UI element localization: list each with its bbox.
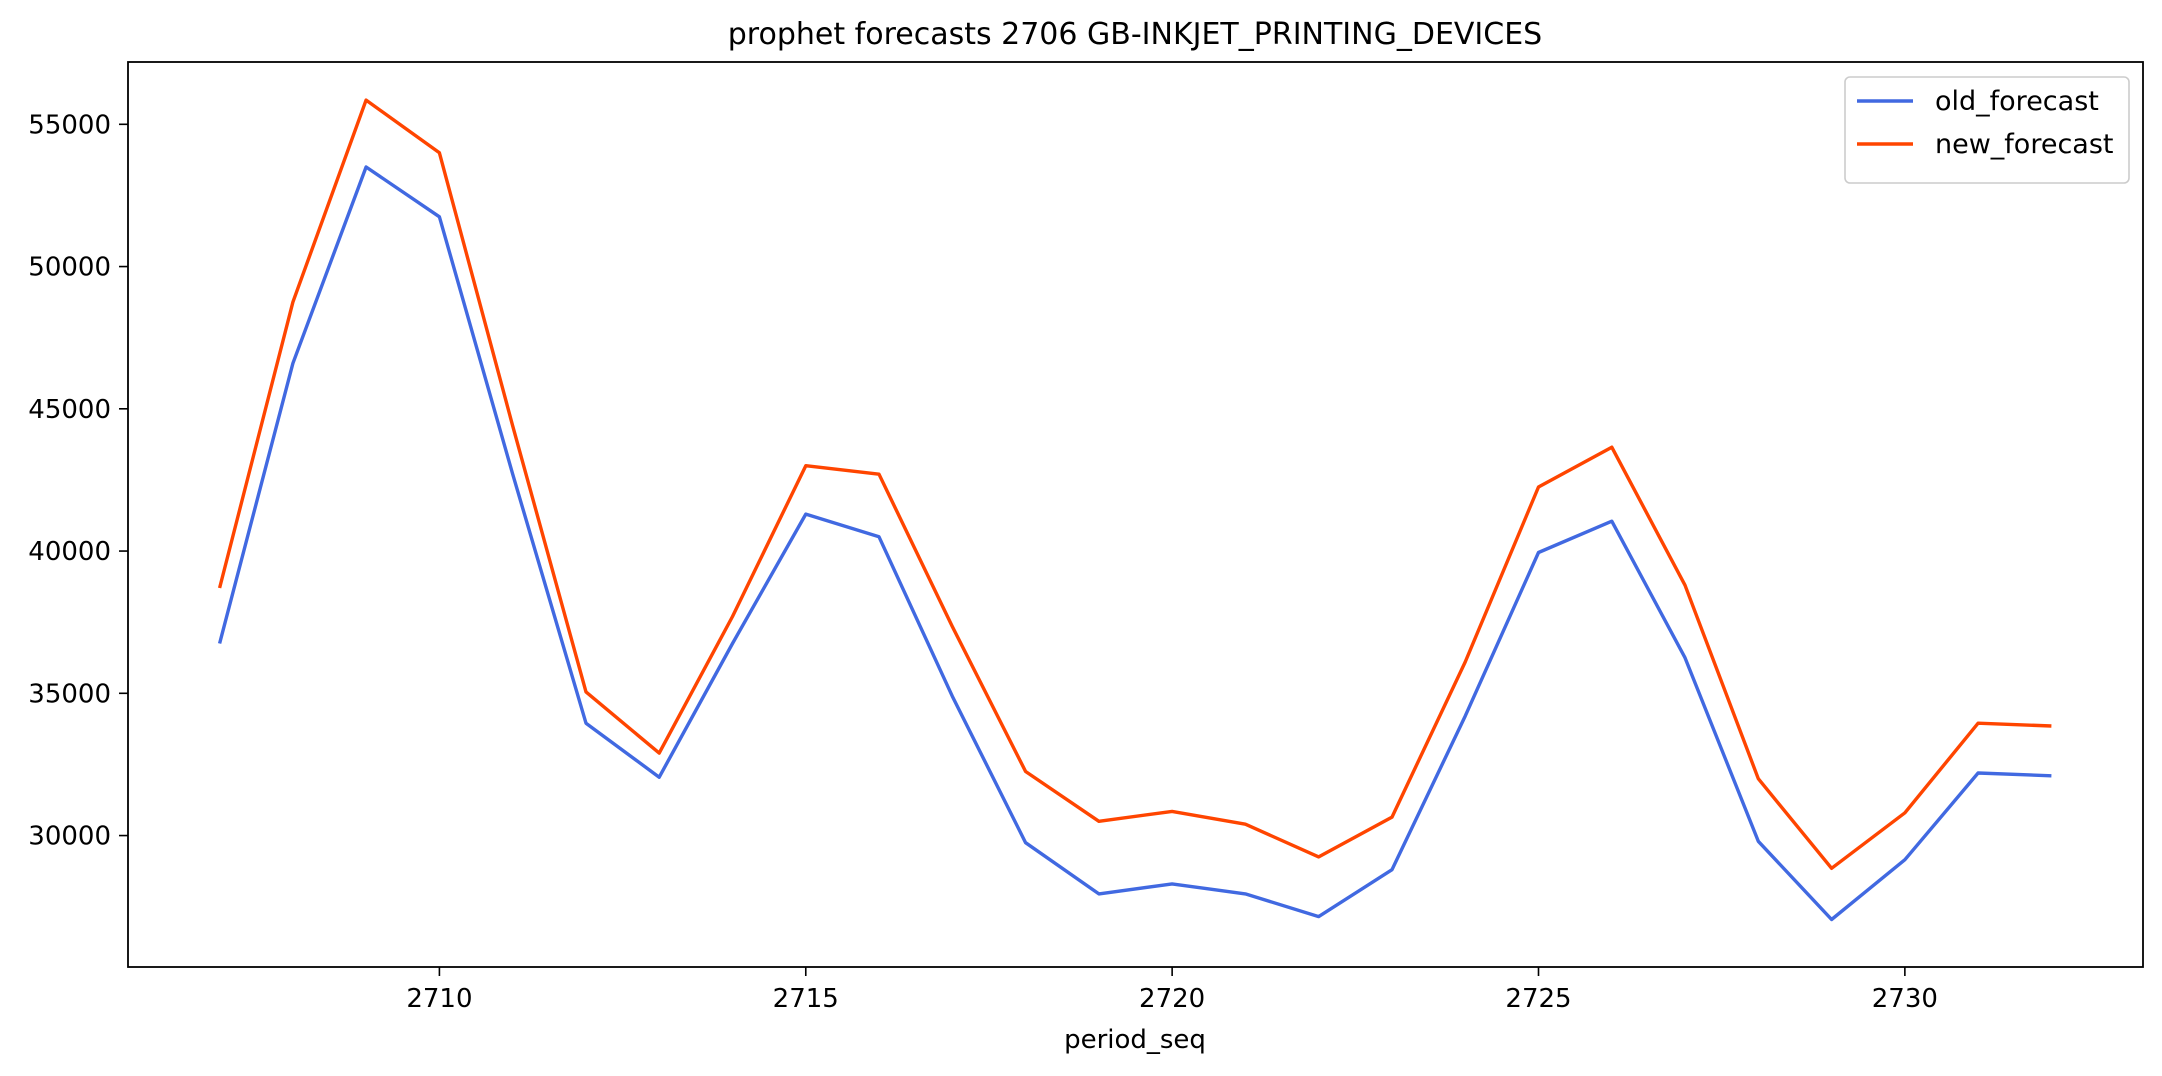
x-axis-label: period_seq [1064, 1025, 1206, 1055]
series-layer [217, 98, 2052, 922]
legend-box [1844, 76, 2130, 184]
x-tick-label: 2720 [1139, 984, 1205, 1014]
x-tick-label: 2710 [406, 984, 472, 1014]
legend-label: old_forecast [1935, 86, 2099, 117]
y-tick-label: 35000 [28, 679, 111, 709]
legend: old_forecast new_forecast [1844, 76, 2130, 184]
x-tick-label: 2725 [1505, 984, 1571, 1014]
series-line-new-forecast [217, 98, 2052, 870]
y-tick-label: 55000 [28, 110, 111, 140]
plot-area-frame [127, 61, 2144, 968]
y-tick-label: 30000 [28, 822, 111, 852]
y-tick-label: 40000 [28, 537, 111, 567]
y-axis: 30000 35000 40000 45000 50000 55000 [28, 110, 128, 852]
chart-title: prophet forecasts 2706 GB-INKJET_PRINTIN… [728, 17, 1542, 52]
x-tick-label: 2730 [1872, 984, 1938, 1014]
y-tick-label: 45000 [28, 395, 111, 425]
x-axis: 2710 2715 2720 2725 2730 [406, 967, 1938, 1014]
legend-label: new_forecast [1935, 129, 2114, 160]
x-tick-label: 2715 [773, 984, 839, 1014]
y-tick-label: 50000 [28, 253, 111, 283]
series-line-old-forecast [217, 165, 2052, 922]
